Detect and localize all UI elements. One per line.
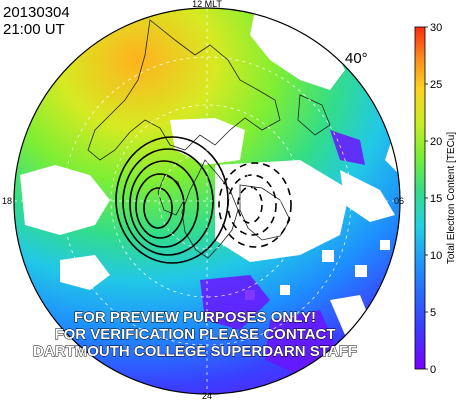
- map-boundary: [13, 7, 401, 395]
- latitude-label: 40°: [345, 50, 368, 67]
- coastlines: [87, 19, 331, 259]
- time-label: 21:00 UT: [3, 21, 65, 38]
- latitude-grid: [14, 8, 400, 394]
- colorbar-label: Total Electron Content [TECu]: [446, 132, 457, 265]
- colorbar-tick-label: 25: [430, 79, 442, 91]
- colorbar-tick-label: 10: [430, 250, 442, 262]
- watermark: FOR PREVIEW PURPOSES ONLY! FOR VERIFICAT…: [33, 309, 358, 361]
- date-label: 20130304: [3, 4, 70, 21]
- colorbar: 0 5 10 15 20 25 30 Total Electron Content [TEC…: [414, 22, 457, 376]
- colorbar-tick-label: 0: [430, 364, 436, 376]
- colorbar-tick-label: 30: [430, 22, 442, 34]
- potential-contours-positive: [115, 136, 229, 264]
- watermark-line-3: DARTMOUTH COLLEGE SUPERDARN STAFF: [33, 343, 357, 360]
- colorbar-tick-label: 15: [430, 193, 442, 205]
- colorbar-tick-label: 5: [430, 307, 436, 319]
- mlt-label-bottom: 24: [202, 391, 212, 400]
- colorbar-tick-label: 20: [430, 136, 442, 148]
- watermark-line-2: FOR VERIFICATION PLEASE CONTACT: [54, 326, 335, 343]
- colorbar-ramp: [414, 26, 426, 370]
- mlt-label-right: 06: [394, 196, 404, 206]
- potential-contours-negative: [218, 162, 292, 248]
- mlt-label-left: 18: [2, 196, 12, 206]
- colorbar-ticks: 0 5 10 15 20 25 30: [425, 22, 442, 376]
- mlt-label-top: 12 MLT: [192, 0, 222, 9]
- watermark-line-1: FOR PREVIEW PURPOSES ONLY!: [74, 309, 316, 326]
